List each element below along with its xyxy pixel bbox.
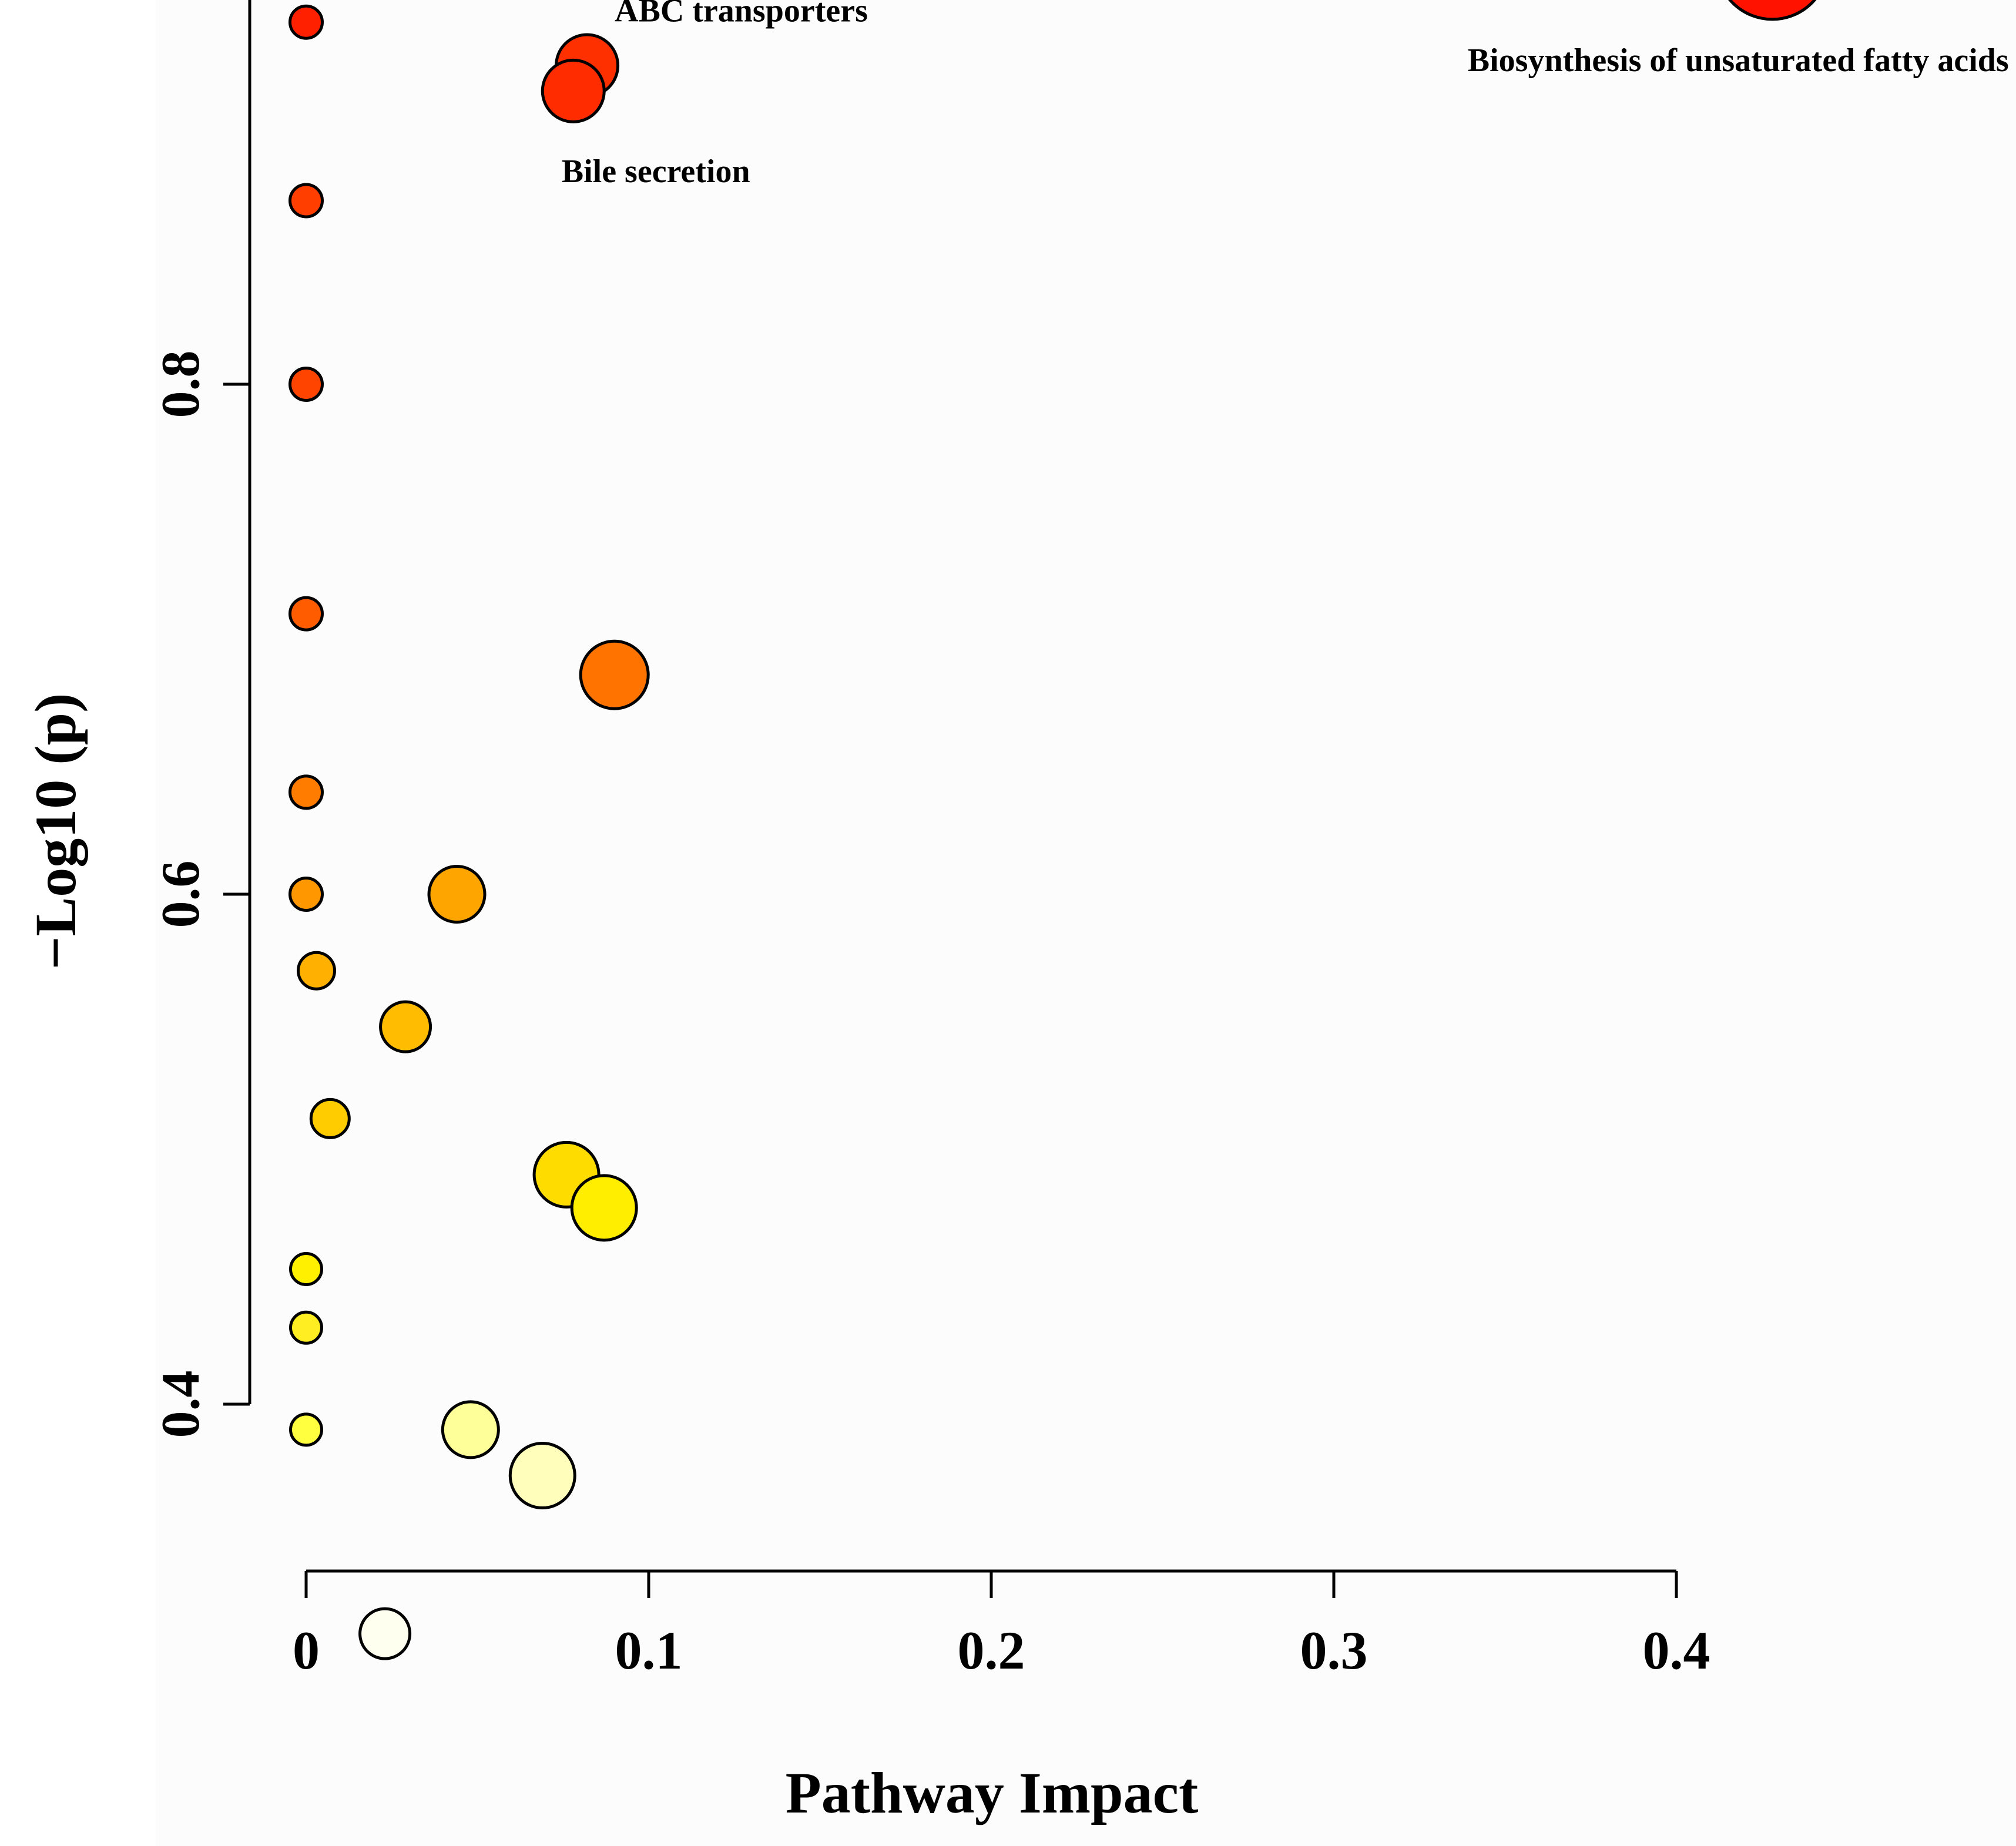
data-point: [508, 1442, 576, 1510]
data-point: [541, 58, 606, 123]
data-point: [289, 183, 324, 219]
data-point: [296, 951, 336, 991]
y-tick-label: 0.4: [150, 1371, 210, 1438]
data-point: [579, 639, 650, 710]
y-axis-title: −Log10 (p): [23, 693, 88, 970]
data-points: [289, 0, 1817, 1660]
x-tick-label: 0.4: [1643, 1620, 1710, 1680]
data-point: [289, 596, 324, 632]
data-point: [289, 1251, 323, 1286]
data-point: [289, 774, 324, 810]
data-point: [289, 1310, 323, 1345]
data-point: [570, 1174, 638, 1242]
x-tick-label: 0: [293, 1620, 320, 1680]
point-label: Biosynthesis of unsaturated fatty acids: [1468, 42, 2009, 79]
point-annotations: Tryptophan metabolismBiosynthesis of uns…: [562, 0, 2009, 190]
data-point: [1728, 0, 1817, 21]
y-tick-label: 0.6: [150, 861, 210, 928]
data-point: [289, 367, 324, 402]
x-axis-ticks: 0 0.1 0.2 0.3 0.4: [293, 1571, 1710, 1680]
data-point: [379, 1000, 432, 1053]
y-axis-ticks: 0.40.60.81.01.21.4: [150, 351, 250, 1438]
data-point: [289, 4, 324, 40]
data-point: [289, 1412, 323, 1447]
data-point: [309, 1097, 351, 1139]
data-point: [289, 877, 324, 912]
x-axis-title: Pathway Impact: [786, 1760, 1199, 1825]
data-point: [441, 1400, 500, 1459]
x-tick-label: 0.1: [615, 1620, 683, 1680]
data-point: [358, 1607, 412, 1660]
plot-background: [156, 0, 2016, 1846]
x-tick-label: 0.2: [958, 1620, 1025, 1680]
data-point: [427, 865, 487, 924]
y-tick-label: 0.8: [150, 351, 210, 418]
x-tick-label: 0.3: [1300, 1620, 1368, 1680]
point-label: ABC transporters: [615, 0, 868, 29]
point-label: Bile secretion: [562, 153, 750, 190]
